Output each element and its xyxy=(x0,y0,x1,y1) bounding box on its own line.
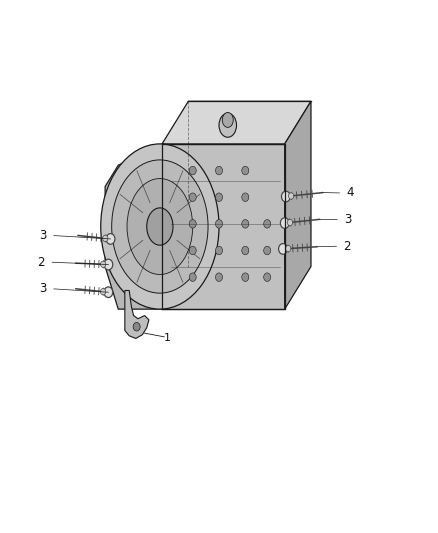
Circle shape xyxy=(133,322,140,331)
Text: 1: 1 xyxy=(164,334,171,343)
Text: 3: 3 xyxy=(39,282,46,295)
Circle shape xyxy=(242,220,249,228)
Circle shape xyxy=(189,273,196,281)
Polygon shape xyxy=(285,101,311,309)
Circle shape xyxy=(242,166,249,175)
Ellipse shape xyxy=(101,144,219,309)
Circle shape xyxy=(286,245,291,252)
Circle shape xyxy=(264,273,271,281)
Circle shape xyxy=(242,246,249,255)
Circle shape xyxy=(215,220,223,228)
Circle shape xyxy=(100,288,106,295)
Circle shape xyxy=(280,217,289,228)
Circle shape xyxy=(215,166,223,175)
Text: 4: 4 xyxy=(346,187,354,199)
Text: 2: 2 xyxy=(343,240,351,253)
Circle shape xyxy=(215,246,223,255)
Circle shape xyxy=(106,233,115,244)
Ellipse shape xyxy=(127,179,193,274)
Circle shape xyxy=(215,193,223,201)
Polygon shape xyxy=(125,290,149,338)
Circle shape xyxy=(264,220,271,228)
Polygon shape xyxy=(105,144,162,309)
Circle shape xyxy=(100,261,106,268)
Circle shape xyxy=(242,193,249,201)
Text: 3: 3 xyxy=(345,213,352,226)
Circle shape xyxy=(242,273,249,281)
Circle shape xyxy=(289,193,294,199)
Polygon shape xyxy=(162,144,285,309)
Circle shape xyxy=(282,191,290,202)
Circle shape xyxy=(287,219,293,225)
Circle shape xyxy=(102,235,108,241)
Text: 3: 3 xyxy=(39,229,46,242)
Ellipse shape xyxy=(147,208,173,245)
Circle shape xyxy=(104,259,113,270)
Ellipse shape xyxy=(219,114,237,137)
Circle shape xyxy=(189,193,196,201)
Circle shape xyxy=(264,246,271,255)
Circle shape xyxy=(104,287,113,297)
Circle shape xyxy=(279,244,287,254)
Circle shape xyxy=(189,220,196,228)
Ellipse shape xyxy=(223,112,233,127)
Polygon shape xyxy=(162,101,311,144)
Text: 2: 2 xyxy=(37,256,45,269)
Circle shape xyxy=(189,166,196,175)
Circle shape xyxy=(215,273,223,281)
Circle shape xyxy=(189,246,196,255)
Ellipse shape xyxy=(112,160,208,293)
